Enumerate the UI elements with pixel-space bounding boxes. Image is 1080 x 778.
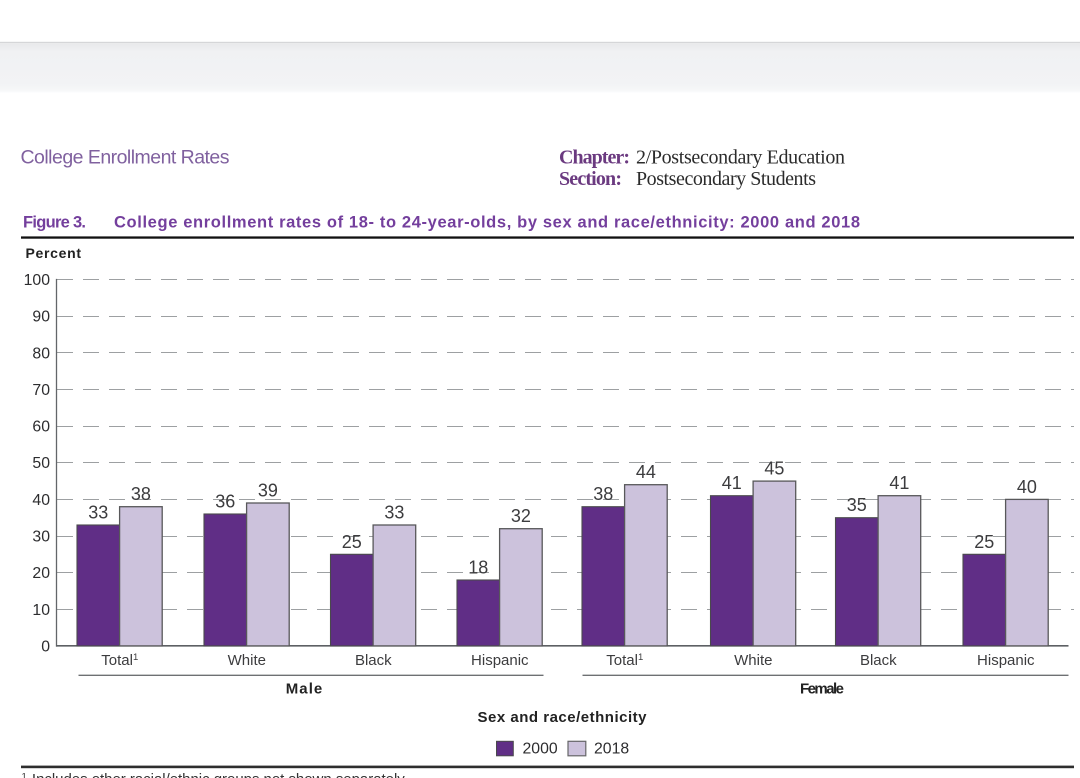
svg-text:1 Includes other racial/ethnic: 1 Includes other racial/ethnic groups no… xyxy=(22,771,408,778)
svg-text:Total1: Total1 xyxy=(101,652,138,669)
svg-text:32: 32 xyxy=(511,506,531,526)
svg-text:39: 39 xyxy=(258,481,278,501)
svg-text:41: 41 xyxy=(889,473,909,493)
svg-text:Chapter:: Chapter: xyxy=(559,146,630,168)
svg-text:Sex and race/ethnicity: Sex and race/ethnicity xyxy=(478,709,648,726)
svg-text:60: 60 xyxy=(32,419,50,436)
svg-text:40: 40 xyxy=(1017,477,1037,497)
svg-text:Percent: Percent xyxy=(26,245,82,261)
svg-text:38: 38 xyxy=(593,484,613,504)
svg-text:18: 18 xyxy=(468,558,488,578)
svg-text:20: 20 xyxy=(32,565,50,582)
svg-text:White: White xyxy=(228,652,266,669)
svg-text:100: 100 xyxy=(24,272,51,289)
svg-text:Female: Female xyxy=(800,681,844,698)
svg-text:Section:: Section: xyxy=(559,168,622,190)
svg-text:33: 33 xyxy=(384,503,404,523)
svg-text:33: 33 xyxy=(88,503,108,523)
svg-text:2000: 2000 xyxy=(523,741,558,758)
svg-text:2/Postsecondary Education: 2/Postsecondary Education xyxy=(636,146,845,168)
svg-text:44: 44 xyxy=(636,462,656,482)
svg-text:50: 50 xyxy=(32,455,50,472)
svg-text:40: 40 xyxy=(32,492,50,509)
svg-text:Postsecondary Students: Postsecondary Students xyxy=(636,168,816,190)
svg-text:College enrollment rates of 18: College enrollment rates of 18- to 24-ye… xyxy=(114,214,860,232)
svg-text:Black: Black xyxy=(860,652,897,669)
svg-text:90: 90 xyxy=(32,309,50,326)
svg-text:Male: Male xyxy=(286,681,323,698)
svg-text:25: 25 xyxy=(342,532,362,552)
svg-text:25: 25 xyxy=(974,532,994,552)
svg-text:36: 36 xyxy=(215,492,235,512)
svg-text:38: 38 xyxy=(131,484,151,504)
svg-text:Hispanic: Hispanic xyxy=(471,652,529,669)
svg-text:80: 80 xyxy=(32,345,50,362)
svg-text:Black: Black xyxy=(355,652,392,669)
svg-text:White: White xyxy=(734,652,772,669)
svg-text:College Enrollment Rates: College Enrollment Rates xyxy=(21,147,230,169)
svg-text:41: 41 xyxy=(722,473,742,493)
svg-text:0: 0 xyxy=(41,638,50,655)
svg-text:45: 45 xyxy=(764,459,784,479)
svg-text:Hispanic: Hispanic xyxy=(977,652,1035,669)
svg-text:2018: 2018 xyxy=(594,741,629,758)
svg-text:Figure 3.: Figure 3. xyxy=(23,214,86,232)
svg-text:70: 70 xyxy=(32,382,50,399)
svg-text:10: 10 xyxy=(32,602,50,619)
svg-text:35: 35 xyxy=(847,495,867,515)
svg-text:Total1: Total1 xyxy=(606,652,643,669)
svg-text:30: 30 xyxy=(32,529,50,546)
